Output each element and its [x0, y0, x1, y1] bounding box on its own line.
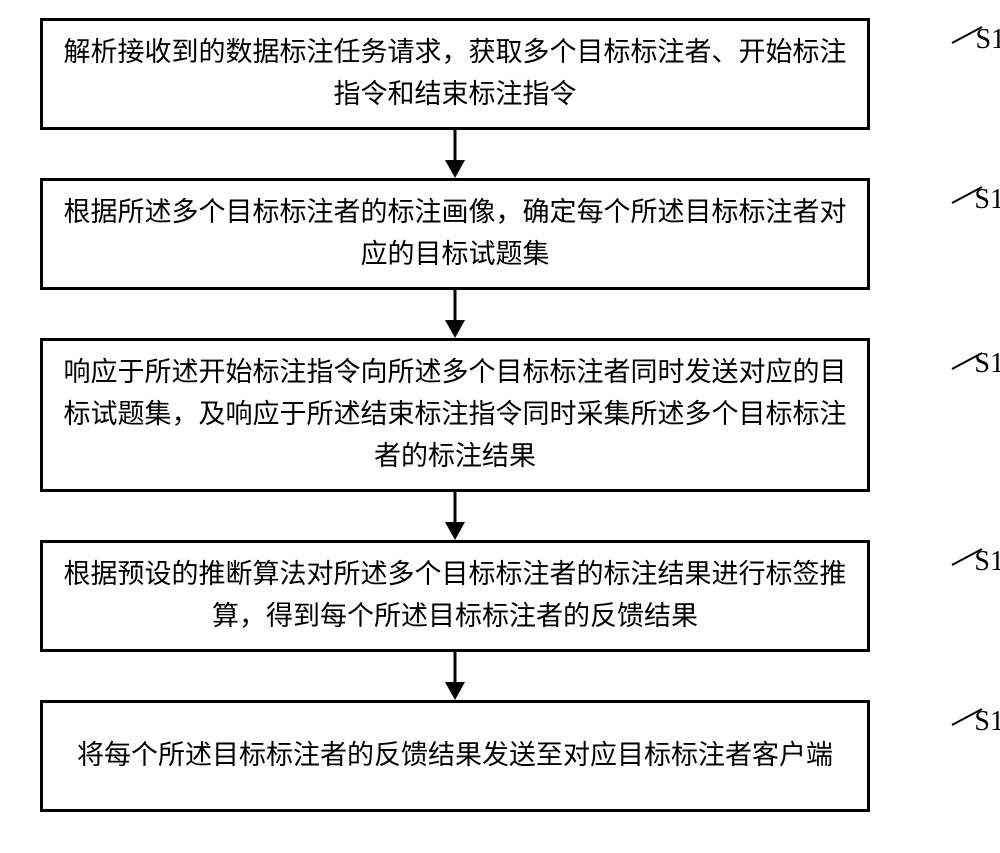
step-label: S13	[974, 348, 1000, 380]
step-text: 响应于所述开始标注指令向所述多个目标标注者同时发送对应的目标试题集，及响应于所述…	[63, 352, 847, 478]
step-label: S11	[975, 24, 1000, 56]
step-box: 响应于所述开始标注指令向所述多个目标标注者同时发送对应的目标试题集，及响应于所述…	[40, 338, 870, 492]
arrow-line	[454, 492, 457, 526]
arrow	[40, 130, 870, 178]
step-s12: 根据所述多个目标标注者的标注画像，确定每个所述目标标注者对应的目标试题集 S12	[40, 178, 960, 290]
arrow-head-icon	[445, 320, 465, 338]
arrow	[40, 290, 870, 338]
arrow-line	[454, 652, 457, 686]
step-box: 根据所述多个目标标注者的标注画像，确定每个所述目标标注者对应的目标试题集	[40, 178, 870, 290]
arrow-line	[454, 130, 457, 164]
arrow	[40, 492, 870, 540]
step-label: S14	[974, 546, 1000, 578]
arrow-line	[454, 290, 457, 324]
flowchart-container: 解析接收到的数据标注任务请求，获取多个目标标注者、开始标注指令和结束标注指令 S…	[40, 18, 960, 812]
step-text: 解析接收到的数据标注任务请求，获取多个目标标注者、开始标注指令和结束标注指令	[63, 32, 847, 116]
step-box: 根据预设的推断算法对所述多个目标标注者的标注结果进行标签推算，得到每个所述目标标…	[40, 540, 870, 652]
arrow-head-icon	[445, 522, 465, 540]
step-s14: 根据预设的推断算法对所述多个目标标注者的标注结果进行标签推算，得到每个所述目标标…	[40, 540, 960, 652]
arrow-head-icon	[445, 682, 465, 700]
step-text: 根据预设的推断算法对所述多个目标标注者的标注结果进行标签推算，得到每个所述目标标…	[63, 554, 847, 638]
arrow	[40, 652, 870, 700]
step-text: 将每个所述目标标注者的反馈结果发送至对应目标标注者客户端	[77, 735, 833, 777]
step-box: 将每个所述目标标注者的反馈结果发送至对应目标标注者客户端	[40, 700, 870, 812]
step-text: 根据所述多个目标标注者的标注画像，确定每个所述目标标注者对应的目标试题集	[63, 192, 847, 276]
step-label: S12	[974, 184, 1000, 216]
step-s15: 将每个所述目标标注者的反馈结果发送至对应目标标注者客户端 S15	[40, 700, 960, 812]
step-s13: 响应于所述开始标注指令向所述多个目标标注者同时发送对应的目标试题集，及响应于所述…	[40, 338, 960, 492]
step-label: S15	[974, 706, 1000, 738]
arrow-head-icon	[445, 160, 465, 178]
step-s11: 解析接收到的数据标注任务请求，获取多个目标标注者、开始标注指令和结束标注指令 S…	[40, 18, 960, 130]
step-box: 解析接收到的数据标注任务请求，获取多个目标标注者、开始标注指令和结束标注指令	[40, 18, 870, 130]
